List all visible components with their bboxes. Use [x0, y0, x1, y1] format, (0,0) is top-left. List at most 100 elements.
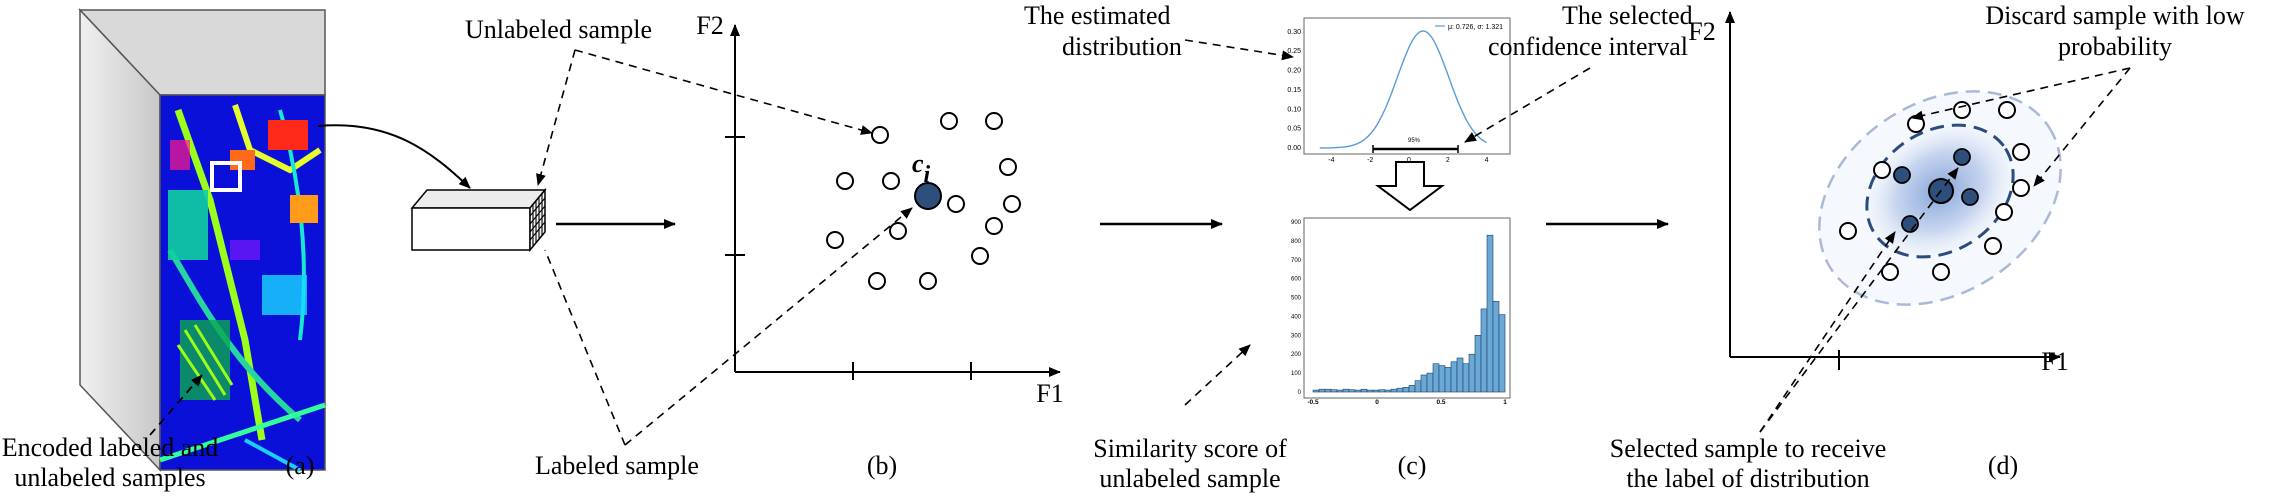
histogram-bar: [1456, 357, 1464, 393]
pdf-ytick-label: 0.05: [1287, 126, 1301, 133]
panel-b: F2 F1 ci Unlabeled sample Labeled sample…: [465, 11, 1064, 480]
histogram-bar: [1474, 334, 1482, 393]
panel-d-caption: (d): [1988, 451, 2018, 480]
histogram-bar: [1342, 388, 1350, 393]
histogram-bar: [1348, 389, 1356, 393]
pdf-ytick-label: 0.10: [1287, 106, 1301, 113]
histogram-bar: [1468, 353, 1476, 393]
histogram-bar: [1450, 361, 1458, 393]
b-x-axis-label: F1: [1036, 379, 1063, 408]
c-selected-line1: The selected: [1562, 1, 1693, 30]
histogram-bar: [1360, 388, 1368, 393]
histogram-bar: [1462, 363, 1470, 393]
patch-block: [410, 187, 547, 253]
histogram-bar: [1324, 388, 1332, 393]
hist-ytick-label: 0: [1298, 390, 1302, 396]
histogram-bar: [1498, 314, 1506, 393]
c-estimated-line1: The estimated: [1024, 1, 1171, 30]
panel-a-caption: (a): [286, 451, 315, 480]
b-labeled-label: Labeled sample: [535, 451, 699, 480]
panel-a: (a) Encoded labeled and unlabeled sample…: [2, 8, 471, 492]
histogram-bar: [1480, 308, 1488, 393]
hist-xtick-label: -0.5: [1307, 399, 1319, 406]
d-selected-line1: Selected sample to receive: [1610, 434, 1886, 463]
hist-xtick-label: 0.5: [1436, 399, 1445, 406]
hist-ytick-label: 500: [1291, 296, 1302, 302]
hist-ytick-label: 200: [1291, 352, 1302, 358]
panel-c: 0.30 0.25 0.20 0.15 0.10 0.05 0.00 -4 -2 0 2 4 μ: …: [1024, 1, 1693, 493]
hist-ytick-label: 900: [1291, 220, 1302, 226]
histogram-bar: [1384, 389, 1392, 393]
d-discard-line1: Discard sample with low: [1985, 1, 2244, 30]
d-unlabeled-points: [1839, 101, 2030, 281]
b-unlabeled-label: Unlabeled sample: [465, 15, 652, 44]
pdf-ytick-label: 0.00: [1287, 145, 1301, 152]
panel-d: F2 F1 Discard sample with low probabilit…: [1610, 1, 2245, 493]
c-selected-line2: confidence interval: [1488, 32, 1688, 61]
histogram-bar: [1378, 389, 1386, 393]
c-similarity-line2: unlabeled sample: [1099, 464, 1280, 493]
d-discard-line2: probability: [2058, 32, 2172, 61]
histogram-bar: [1354, 389, 1362, 393]
pdf-xtick-label: -2: [1367, 157, 1373, 164]
panel-a-label-line2: unlabeled samples: [14, 463, 205, 492]
pdf-xtick-label: -4: [1328, 157, 1334, 164]
d-selected-line2: the label of distribution: [1626, 464, 1869, 493]
histogram-bar: [1486, 234, 1494, 393]
pdf-ytick-label: 0.20: [1287, 68, 1301, 75]
histogram-bar: [1438, 365, 1446, 393]
pdf-ytick-label: 0.30: [1287, 29, 1301, 36]
c-similarity-line1: Similarity score of: [1093, 434, 1287, 463]
hollow-down-arrow: [1375, 161, 1445, 212]
pdf-xtick-label: 4: [1485, 157, 1489, 164]
panel-b-caption: (b): [867, 451, 897, 480]
b-center-label: ci: [912, 149, 931, 188]
hist-ytick-label: 300: [1291, 333, 1302, 339]
hist-ytick-label: 400: [1291, 314, 1302, 320]
hist-ytick-label: 700: [1291, 258, 1302, 264]
pdf-xtick-label: 0: [1407, 157, 1411, 164]
histogram-bar: [1336, 389, 1344, 393]
histogram-bar: [1366, 389, 1374, 393]
histogram-bar: [1318, 388, 1326, 393]
histogram-bar: [1426, 372, 1434, 393]
ci-label: 95%: [1408, 138, 1421, 144]
hist-xtick-label: 0: [1375, 399, 1379, 406]
hist-ytick-label: 800: [1291, 239, 1302, 245]
histogram-bar: [1444, 367, 1452, 393]
histogram-bar: [1330, 389, 1338, 393]
b-unlabeled-points: [826, 112, 1021, 290]
b-center-point: [914, 182, 942, 210]
hist-xtick-label: 1: [1503, 399, 1507, 406]
panel-c-caption: (c): [1398, 451, 1427, 480]
hyperspectral-cube: [78, 8, 326, 472]
hyperspectral-scene-image: [159, 104, 326, 472]
histogram-bar: [1390, 388, 1398, 393]
pdf-curve: [1319, 30, 1487, 149]
histogram-bar: [1408, 385, 1416, 393]
b-y-axis-label: F2: [696, 11, 723, 40]
histogram-bar: [1402, 386, 1410, 393]
hist-ytick-label: 100: [1291, 371, 1302, 377]
pdf-ytick-label: 0.25: [1287, 48, 1301, 55]
hist-ytick-label: 600: [1291, 277, 1302, 283]
histogram-bar: [1432, 363, 1440, 393]
pdf-legend: μ: 0.726, σ: 1.321: [1448, 24, 1503, 31]
patch-grid: [529, 193, 546, 247]
arrow-to-patch: [317, 124, 471, 189]
pdf-xtick-label: 2: [1446, 157, 1450, 164]
histogram-bar: [1492, 300, 1500, 393]
histogram-bar: [1396, 387, 1404, 393]
pdf-chart: 0.30 0.25 0.20 0.15 0.10 0.05 0.00 -4 -2 0 2 4 μ: …: [1287, 17, 1511, 164]
histogram-bar: [1312, 389, 1320, 393]
selected-patch-box: [210, 161, 242, 192]
histogram-bar: [1372, 389, 1380, 393]
histogram-bar: [1420, 374, 1428, 393]
d-selected-points: [1893, 148, 1979, 233]
c-estimated-line2: distribution: [1062, 32, 1182, 61]
similarity-histogram: 900 800 700 600 500 400 300 200 100 0 -0.5 0 0.5 1: [1291, 217, 1511, 406]
d-y-axis-label: F2: [1688, 17, 1715, 46]
panel-a-label-line1: Encoded labeled and: [2, 433, 219, 462]
histogram-bar: [1414, 380, 1422, 393]
